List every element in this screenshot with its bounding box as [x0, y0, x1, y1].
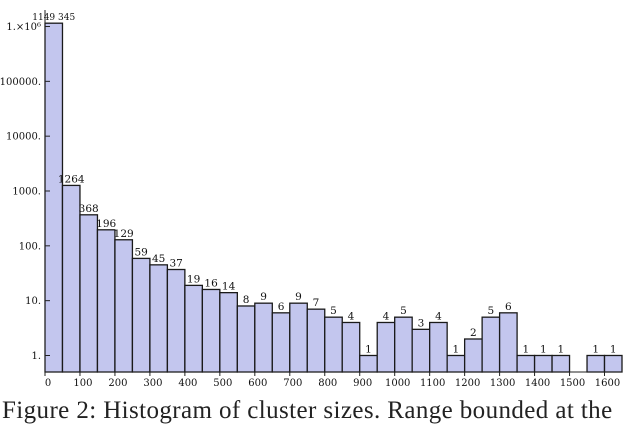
- figure-caption: Figure 2: Histogram of cluster sizes. Ra…: [2, 397, 613, 424]
- data-label-700: 9: [295, 291, 302, 303]
- bar-1600: [603, 354, 623, 373]
- x-tick-label: 1600: [595, 378, 620, 389]
- y-axis: 1.×10⁶ 100000. 10000. 1000. 100. 10. 1.: [0, 10, 50, 372]
- x-tick-label: 1200: [455, 378, 480, 389]
- bar-1300: [498, 312, 518, 373]
- x-tick-label: 1100: [420, 378, 445, 389]
- data-label-750: 7: [313, 297, 320, 309]
- bar-350: [166, 268, 186, 373]
- data-label-650: 6: [278, 301, 285, 313]
- bar-700: [289, 302, 308, 373]
- data-label-150: 196: [96, 218, 116, 230]
- bar-500: [219, 291, 238, 373]
- data-label-600: 9: [260, 291, 267, 303]
- bar-100: [79, 214, 99, 373]
- bar-250: [131, 257, 151, 373]
- bars-group: [44, 22, 623, 373]
- bar-1450: [551, 354, 571, 373]
- data-label-200: 129: [114, 228, 134, 240]
- data-label-1200: 2: [470, 327, 477, 339]
- y-tick-label: 1.×10⁶: [6, 22, 41, 33]
- x-tick-label: 300: [143, 378, 162, 389]
- bar-1050: [411, 328, 431, 373]
- bar-900: [359, 354, 378, 373]
- bar-1250: [481, 316, 501, 373]
- bar-400: [184, 284, 204, 373]
- y-tick-label: 1.: [31, 351, 41, 362]
- data-label-1250: 5: [488, 305, 495, 317]
- data-label-950: 4: [383, 310, 390, 322]
- x-tick-label: 100: [73, 378, 92, 389]
- bar-850: [341, 321, 361, 373]
- x-tick-label: 1500: [560, 378, 585, 389]
- x-tick-label: 500: [213, 378, 232, 389]
- y-tick-label: 10000.: [6, 132, 41, 143]
- x-tick-label: 200: [108, 378, 127, 389]
- x-tick-label: 800: [318, 378, 337, 389]
- data-label-500: 14: [222, 281, 236, 293]
- bar-0: [44, 22, 64, 373]
- bar-1200: [463, 338, 483, 373]
- bar-1100: [429, 321, 448, 373]
- x-tick-label: 1400: [525, 378, 550, 389]
- x-tick-label: 0: [45, 378, 51, 389]
- bar-650: [271, 312, 291, 373]
- data-label-800: 5: [330, 305, 337, 317]
- bar-50: [61, 184, 81, 373]
- data-label-1050: 3: [418, 317, 425, 329]
- x-tick-label: 400: [178, 378, 197, 389]
- bar-300: [149, 264, 169, 373]
- x-tick-label: 1300: [490, 378, 515, 389]
- bar-950: [376, 321, 396, 373]
- x-tick-label: 1000: [385, 378, 410, 389]
- x-axis: 0 100 200 300 400 500 600 700 800 900 1000 1100 1200…: [44, 371, 622, 389]
- bar-800: [324, 316, 343, 373]
- bar-600: [254, 302, 273, 373]
- y-tick-label: 100.: [19, 241, 41, 252]
- bar-150: [96, 229, 116, 373]
- y-tick-label: 100000.: [0, 77, 41, 88]
- data-label-1000: 5: [400, 305, 407, 317]
- data-label-0: 1149 345: [32, 13, 75, 23]
- data-label-900: 1: [365, 343, 372, 355]
- bar-1000: [394, 316, 413, 373]
- bar-1550: [586, 354, 606, 373]
- data-label-100: 368: [79, 203, 99, 215]
- data-label-1600: 1: [610, 343, 617, 355]
- data-label-1550: 1: [592, 343, 599, 355]
- data-label-350: 37: [169, 258, 182, 270]
- data-label-1400: 1: [540, 343, 547, 355]
- data-label-1450: 1: [557, 343, 564, 355]
- y-tick-label: 10.: [25, 296, 41, 307]
- bar-1400: [533, 354, 553, 373]
- y-tick-label: 1000.: [12, 187, 41, 198]
- data-label-300: 45: [152, 253, 165, 265]
- data-label-1350: 1: [522, 343, 529, 355]
- data-label-550: 8: [243, 294, 250, 306]
- data-label-50: 1264: [58, 173, 85, 185]
- data-label-1300: 6: [505, 301, 512, 313]
- bar-750: [306, 308, 326, 373]
- bar-550: [236, 305, 256, 373]
- x-tick-label: 900: [353, 378, 372, 389]
- x-tick-label: 600: [248, 378, 267, 389]
- data-label-850: 4: [348, 310, 355, 322]
- data-label-1150: 1: [453, 343, 460, 355]
- x-tick-label: 700: [283, 378, 302, 389]
- data-label-250: 59: [134, 246, 147, 258]
- bar-200: [114, 239, 134, 373]
- data-label-450: 16: [204, 277, 218, 289]
- bar-1150: [446, 354, 466, 373]
- bar-1350: [516, 354, 536, 373]
- data-label-400: 19: [187, 273, 200, 285]
- bar-450: [201, 288, 221, 373]
- data-label-1100: 4: [435, 310, 442, 322]
